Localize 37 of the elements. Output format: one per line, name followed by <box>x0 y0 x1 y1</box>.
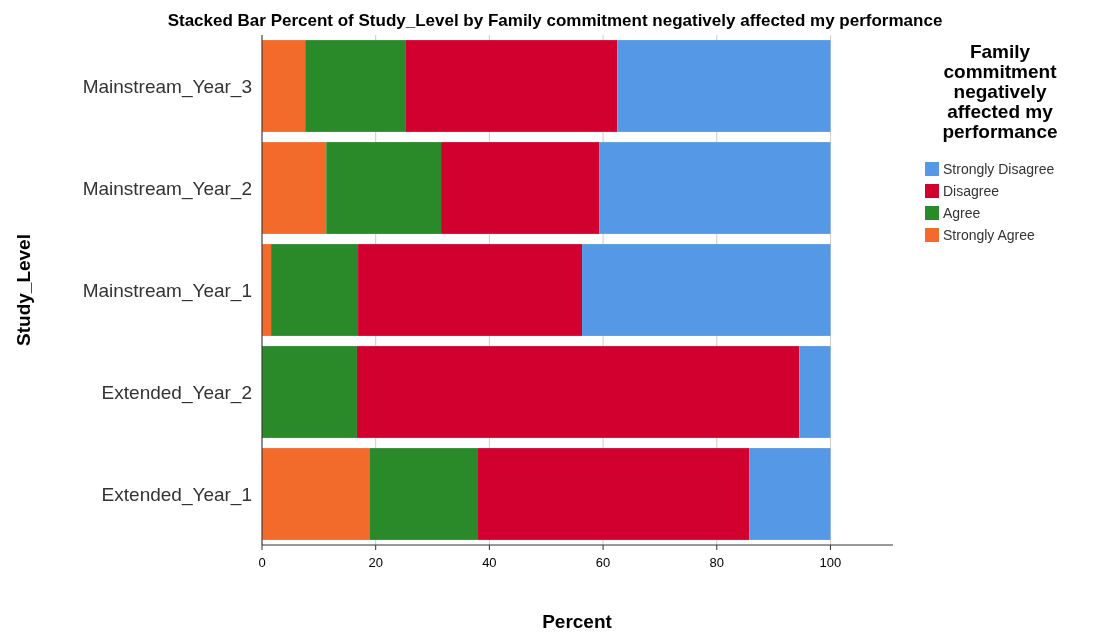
x-tick-label: 40 <box>482 555 497 570</box>
bar <box>799 346 831 438</box>
x-tick-label: 80 <box>709 555 725 570</box>
y-tick-label: Extended_Year_1 <box>101 483 252 506</box>
bar <box>358 244 583 336</box>
x-tick-label: 0 <box>258 555 266 570</box>
bar <box>478 448 750 540</box>
bar <box>262 40 306 132</box>
bar <box>356 346 800 438</box>
legend-label: Agree <box>943 205 981 221</box>
y-tick-label: Mainstream_Year_1 <box>82 279 252 302</box>
x-tick-label: 100 <box>819 555 842 570</box>
bar <box>326 142 442 234</box>
bar <box>599 142 831 234</box>
y-tick-label: Mainstream_Year_2 <box>82 177 252 200</box>
legend-label: Disagree <box>943 183 1000 199</box>
x-tick-label: 20 <box>368 555 383 570</box>
chart-title: Stacked Bar Percent of Study_Level by Family commitment negatively affected my performance <box>167 11 943 30</box>
bar <box>405 40 618 132</box>
legend-label: Strongly Agree <box>943 227 1036 243</box>
y-tick-label: Extended_Year_2 <box>101 381 252 404</box>
bar <box>582 244 831 336</box>
bar <box>305 40 406 132</box>
bar <box>749 448 831 540</box>
bar <box>262 346 357 438</box>
x-axis-title: Percent <box>542 611 613 632</box>
bar <box>262 142 327 234</box>
x-tick-label: 60 <box>595 555 611 570</box>
bar <box>441 142 600 234</box>
y-axis-title: Study_Level <box>13 234 34 346</box>
legend-title: Family commitment negatively affected my performance <box>942 41 1058 142</box>
bar <box>370 448 479 540</box>
y-tick-label: Mainstream_Year_3 <box>82 75 252 98</box>
legend-label: Strongly Disagree <box>943 161 1055 177</box>
bar <box>617 40 831 132</box>
bar <box>271 244 359 336</box>
bar <box>262 448 371 540</box>
